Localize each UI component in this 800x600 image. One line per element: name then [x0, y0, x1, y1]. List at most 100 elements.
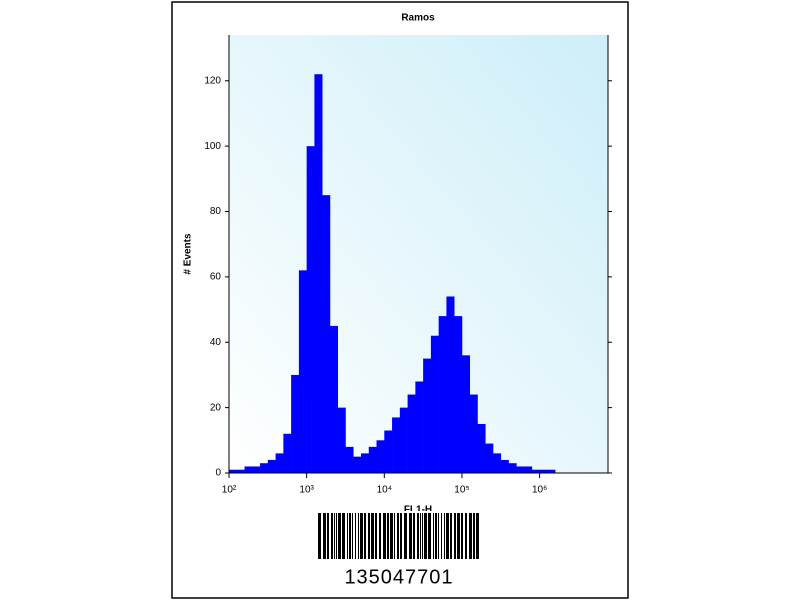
barcode-stripe — [371, 513, 374, 559]
barcode-stripe — [465, 513, 467, 559]
barcode-stripe — [390, 513, 393, 559]
barcode-stripe — [422, 513, 423, 559]
y-tick-label: 80 — [210, 206, 222, 217]
barcode-stripe — [438, 513, 439, 559]
y-axis-label: # Events — [183, 233, 194, 275]
bar — [524, 466, 533, 473]
barcode-stripe — [387, 513, 389, 559]
barcode-stripe — [417, 513, 419, 559]
barcode-stripe — [397, 513, 399, 559]
barcode-stripe — [433, 513, 434, 559]
barcode-stripe — [338, 513, 341, 559]
bar — [314, 74, 323, 473]
barcode-stripe — [409, 513, 412, 559]
x-tick-label: 10² — [222, 485, 237, 496]
barcode-stripe — [327, 513, 329, 559]
barcode-stripe — [476, 513, 479, 559]
barcode-stripe — [435, 513, 437, 559]
x-axis-label: FL1-H — [404, 505, 432, 516]
bar — [508, 463, 517, 473]
barcode-stripe — [379, 513, 381, 559]
barcode-stripe — [413, 513, 415, 559]
bar — [469, 394, 478, 473]
x-tick-label: 10³ — [299, 485, 314, 496]
bar — [252, 466, 261, 473]
bar — [236, 469, 245, 473]
y-tick-label: 120 — [204, 75, 221, 86]
barcode-stripe — [461, 513, 463, 559]
bar — [415, 381, 424, 473]
barcode-stripe — [473, 513, 475, 559]
barcode-stripe — [368, 513, 370, 559]
bar — [423, 358, 432, 473]
barcode-number: 135047701 — [344, 566, 453, 588]
barcode-stripe — [394, 513, 395, 559]
barcode-stripe — [355, 513, 356, 559]
bar — [291, 374, 300, 473]
bar — [368, 446, 377, 473]
bar — [493, 453, 502, 473]
bar — [229, 469, 238, 473]
barcode-stripe — [457, 513, 460, 559]
bar — [539, 469, 548, 473]
barcode-stripe — [450, 513, 452, 559]
bar — [454, 316, 463, 473]
bar — [376, 440, 385, 473]
bar — [260, 463, 269, 473]
x-tick-label: 10⁶ — [532, 485, 547, 496]
barcode-stripe — [347, 513, 348, 559]
bar — [283, 433, 292, 473]
bar — [399, 407, 408, 473]
barcode-stripe — [446, 513, 449, 559]
barcode-stripe — [444, 513, 445, 559]
bar — [275, 453, 284, 473]
y-tick-label: 40 — [210, 337, 222, 348]
barcode-stripe — [428, 513, 431, 559]
barcode-stripe — [424, 513, 427, 559]
barcode-stripe — [342, 513, 345, 559]
y-tick-label: 100 — [204, 141, 221, 152]
bar — [485, 443, 494, 473]
bar — [337, 407, 346, 473]
barcode-stripe — [404, 513, 407, 559]
barcode-stripe — [323, 513, 326, 559]
bar — [516, 466, 525, 473]
barcode-stripe — [349, 513, 351, 559]
bar — [345, 446, 354, 473]
barcode-stripe — [400, 513, 402, 559]
x-tick-label: 10⁴ — [377, 485, 392, 496]
barcode-stripe — [331, 513, 333, 559]
x-tick-label: 10⁵ — [454, 485, 469, 496]
bar — [329, 325, 339, 473]
bar — [438, 316, 447, 473]
barcode-stripe — [334, 513, 335, 559]
barcode-stripe — [375, 513, 377, 559]
bar — [407, 394, 416, 473]
barcode-stripe — [364, 513, 366, 559]
bar — [306, 146, 315, 473]
y-tick-label: 0 — [215, 468, 221, 479]
bar — [244, 466, 253, 473]
barcode-stripe — [358, 513, 359, 559]
bar — [477, 423, 486, 473]
bar — [267, 459, 276, 473]
bar — [547, 469, 556, 473]
bar — [461, 355, 471, 473]
bar — [353, 456, 362, 473]
chart-title: Ramos — [401, 13, 435, 24]
barcode-stripe — [469, 513, 472, 559]
y-tick-label: 60 — [210, 272, 222, 283]
bar — [361, 453, 370, 473]
bar — [298, 270, 307, 473]
barcode-stripe — [360, 513, 363, 559]
barcode-stripe — [336, 513, 337, 559]
barcode-stripe — [383, 513, 386, 559]
barcode-stripe — [352, 513, 353, 559]
bar — [322, 195, 331, 473]
bar — [384, 430, 393, 473]
bar — [531, 469, 540, 473]
barcode-stripe — [420, 513, 421, 559]
bar — [446, 296, 455, 473]
